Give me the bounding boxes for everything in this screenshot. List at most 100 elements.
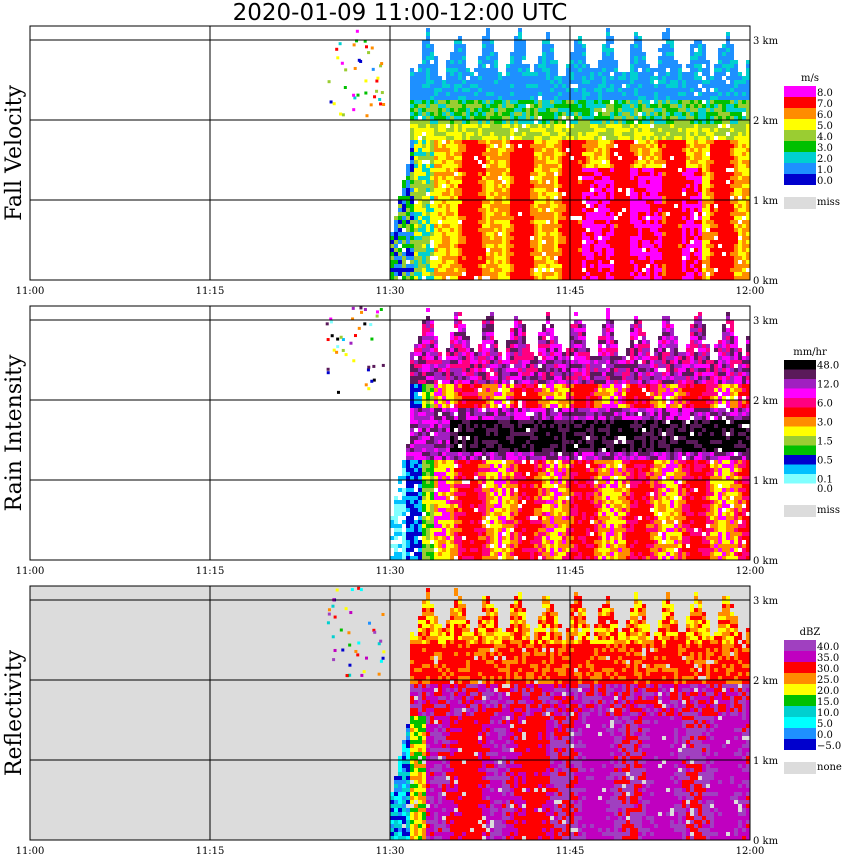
colorbar-label: 0.0 (817, 730, 833, 741)
x-tick-label: 11:45 (556, 566, 585, 577)
x-tick-label: 11:15 (196, 286, 225, 297)
colorbar-unit: dBZ (800, 627, 821, 638)
colorbar: dBZ 40.035.030.025.020.015.010.05.00.0−5.… (784, 627, 842, 774)
colorbar-label: 25.0 (817, 675, 839, 686)
panel-ylabel: Reflectivity (2, 649, 27, 776)
colorbar-swatch (784, 174, 816, 185)
colorbar-swatch (784, 398, 816, 408)
x-tick-label: 11:30 (376, 286, 405, 297)
colorbar-label: 40.0 (817, 642, 839, 653)
x-tick-label: 11:30 (376, 566, 405, 577)
x-tick-label: 12:00 (736, 566, 765, 577)
colorbar-swatch (784, 152, 816, 163)
colorbar-label: 48.0 (817, 361, 839, 372)
colorbar-label: 0.0 (817, 484, 833, 495)
y-tick-label: 0 km (753, 276, 779, 287)
colorbar-label: 35.0 (817, 653, 839, 664)
colorbar-label: 0.0 (817, 176, 833, 187)
x-tick-label: 11:45 (556, 286, 585, 297)
colorbar-swatch (784, 379, 816, 389)
x-tick-label: 12:00 (736, 846, 765, 857)
colorbar-swatch (784, 464, 816, 474)
colorbar: mm/hr 48.0 12.0 6.0 3.0 1.5 0.5 0.10.0 miss (784, 347, 840, 517)
colorbar-swatch (784, 108, 816, 119)
y-tick-label: 2 km (753, 396, 779, 407)
y-tick-label: 2 km (753, 676, 779, 687)
x-tick-label: 11:15 (196, 566, 225, 577)
plot-frame (29, 25, 751, 281)
y-tick-label: 1 km (753, 196, 779, 207)
colorbar-unit: mm/hr (793, 347, 827, 358)
colorbar-swatch (784, 360, 816, 370)
colorbar-swatch (784, 407, 816, 417)
colorbar-swatch (784, 640, 816, 651)
colorbar-label: 6.0 (817, 110, 833, 121)
colorbar-swatch (784, 86, 816, 97)
x-tick-label: 12:00 (736, 286, 765, 297)
colorbar-swatch (784, 97, 816, 108)
colorbar-label: 12.0 (817, 380, 839, 391)
x-tick-label: 11:30 (376, 846, 405, 857)
y-tick-label: 1 km (753, 476, 779, 487)
colorbar-label: 0.5 (817, 456, 833, 467)
x-tick-label: 11:00 (16, 286, 45, 297)
panel-ylabel: Fall Velocity (2, 85, 27, 221)
colorbar-swatch (784, 455, 816, 465)
heatmap-cells (327, 28, 750, 280)
colorbar-label: 6.0 (817, 399, 833, 410)
y-tick-label: 2 km (753, 116, 779, 127)
colorbar-swatch (784, 662, 816, 673)
panel-1: 3 km 2 km 1 km 0 km 11:00 11:15 11:30 11:45 12:0… (2, 25, 840, 297)
y-tick-label: 3 km (753, 596, 779, 607)
colorbar-label: 3.0 (817, 418, 833, 429)
panel-3: 3 km 2 km 1 km 0 km 11:00 11:15 11:30 11:45 12:0… (2, 585, 842, 857)
plot-frame (29, 305, 751, 561)
x-tick-label: 11:15 (196, 846, 225, 857)
colorbar: m/s 8.07.06.05.04.03.02.01.00.0 miss (784, 73, 840, 209)
colorbar-label: 7.0 (817, 99, 833, 110)
plot-frame (29, 585, 751, 841)
panel-ylabel: Rain Intensity (2, 354, 27, 511)
colorbar-swatch (784, 141, 816, 152)
colorbar-label: 5.0 (817, 719, 833, 730)
colorbar-swatch (784, 426, 816, 436)
colorbar-label: 20.0 (817, 686, 839, 697)
colorbar-unit: m/s (801, 73, 819, 84)
colorbar-swatch (784, 119, 816, 130)
colorbar-swatch (784, 417, 816, 427)
colorbar-swatch (784, 130, 816, 141)
colorbar-label: 10.0 (817, 708, 839, 719)
colorbar-swatch (784, 445, 816, 455)
y-tick-label: 0 km (753, 836, 779, 847)
colorbar-swatch (784, 673, 816, 684)
colorbar-label: 2.0 (817, 154, 833, 165)
colorbar-swatch (784, 651, 816, 662)
colorbar-miss-swatch (784, 197, 816, 209)
colorbar-label: 5.0 (817, 121, 833, 132)
colorbar-swatch (784, 684, 816, 695)
y-tick-label: 3 km (753, 36, 779, 47)
colorbar-miss-swatch (784, 505, 816, 517)
heatmap-cells (326, 586, 750, 840)
colorbar-swatch (784, 483, 816, 493)
colorbar-miss-label: miss (817, 505, 840, 516)
colorbar-swatch (784, 728, 816, 739)
colorbar-swatch (784, 436, 816, 446)
page-title: 2020-01-09 11:00-12:00 UTC (232, 0, 568, 26)
y-tick-label: 1 km (753, 756, 779, 767)
y-tick-label: 3 km (753, 316, 779, 327)
colorbar-label: −5.0 (817, 741, 841, 752)
y-tick-label: 0 km (753, 556, 779, 567)
colorbar-label: 30.0 (817, 664, 839, 675)
colorbar-label: 4.0 (817, 132, 833, 143)
panel-2: 3 km 2 km 1 km 0 km 11:00 11:15 11:30 11:45 12:0… (2, 305, 840, 577)
colorbar-miss-label: miss (817, 197, 840, 208)
colorbar-label: 1.0 (817, 165, 833, 176)
colorbar-miss-label: none (817, 762, 842, 773)
colorbar-miss-swatch (784, 762, 816, 774)
colorbar-swatch (784, 695, 816, 706)
colorbar-swatch (784, 706, 816, 717)
colorbar-swatch (784, 739, 816, 750)
colorbar-label: 8.0 (817, 88, 833, 99)
